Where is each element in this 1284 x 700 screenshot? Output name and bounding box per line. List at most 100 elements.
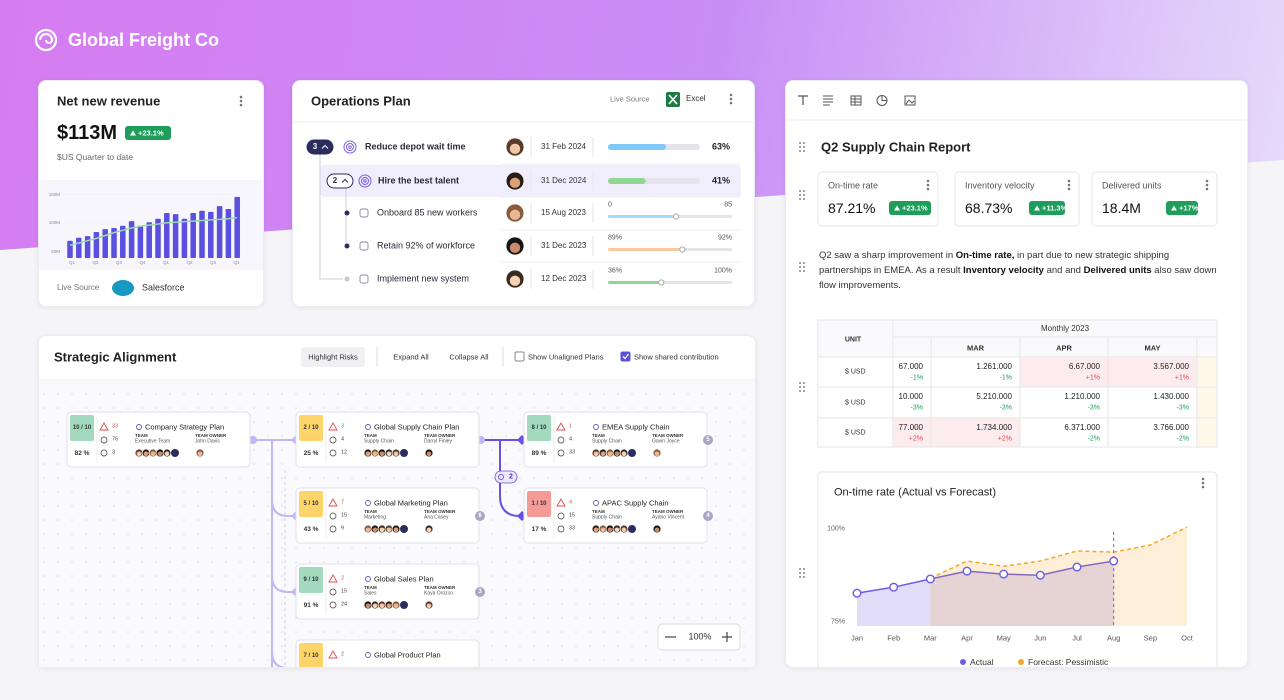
risk-icon bbox=[556, 498, 566, 507]
bar bbox=[111, 228, 117, 258]
range-end: 100% bbox=[714, 267, 732, 275]
child-badge-text[interactable]: 4 bbox=[706, 513, 710, 519]
child-badge[interactable] bbox=[703, 435, 713, 445]
child-badge[interactable] bbox=[703, 511, 713, 521]
row-badge[interactable] bbox=[326, 173, 354, 189]
progress-marker bbox=[679, 246, 686, 253]
delta-pill bbox=[125, 126, 171, 140]
delta-pill bbox=[1166, 201, 1198, 215]
node-score: 1 / 10 bbox=[531, 501, 547, 507]
avatar-face bbox=[136, 451, 142, 457]
zoom-in[interactable] bbox=[722, 632, 732, 642]
node-items: 12 bbox=[341, 449, 348, 456]
drag-handle[interactable] bbox=[798, 381, 806, 393]
menu-button[interactable] bbox=[926, 179, 930, 191]
menu-dot bbox=[1067, 183, 1071, 187]
text: in part due to new strategic shipping pa… bbox=[819, 250, 1170, 276]
text: Q2 saw a sharp improvement in bbox=[819, 250, 956, 261]
drag-handle[interactable] bbox=[798, 261, 806, 273]
zoom-control bbox=[657, 623, 741, 651]
action-label[interactable]: Expand All bbox=[393, 352, 429, 362]
menu-button[interactable] bbox=[1201, 477, 1205, 489]
menu-button[interactable] bbox=[239, 95, 243, 107]
cell-value: 1.261.000 bbox=[976, 362, 1012, 371]
row-date: 31 Dec 2023 bbox=[541, 241, 587, 250]
node-team: Supply Chain bbox=[364, 438, 394, 445]
drag-handle[interactable] bbox=[798, 189, 806, 201]
toggle-label[interactable]: Show Unaligned Plans bbox=[528, 352, 604, 362]
cell-value: 77.000 bbox=[898, 423, 923, 432]
checkbox[interactable] bbox=[620, 351, 631, 362]
node-risks: 4 bbox=[569, 499, 573, 506]
progress-bar bbox=[608, 215, 677, 218]
tool-text[interactable] bbox=[798, 95, 808, 105]
grip-dot bbox=[798, 567, 802, 571]
node-score: 9 / 10 bbox=[303, 577, 319, 583]
checkbox[interactable] bbox=[514, 351, 525, 362]
child-badge-text[interactable]: 5 bbox=[706, 437, 710, 443]
trend-line bbox=[69, 216, 238, 247]
menu-button[interactable] bbox=[1067, 179, 1071, 191]
child-badge-text[interactable]: 3 bbox=[478, 589, 482, 595]
row-date: 31 Dec 2024 bbox=[541, 176, 587, 185]
tool-pie[interactable] bbox=[876, 94, 888, 106]
cell-highlight bbox=[1108, 357, 1197, 387]
menu-dot bbox=[926, 179, 930, 183]
toggle-label[interactable]: Show shared contribution bbox=[634, 352, 719, 362]
action-button[interactable] bbox=[301, 347, 365, 367]
risk-icon bbox=[328, 650, 338, 659]
tool-table[interactable] bbox=[850, 95, 862, 106]
risk-icon bbox=[99, 422, 109, 431]
node-items: 33 bbox=[569, 449, 576, 456]
delta-text: +17% bbox=[1179, 203, 1199, 213]
node-owner: Ana Casey bbox=[424, 514, 449, 521]
child-badge[interactable] bbox=[475, 587, 485, 597]
action-label[interactable]: Collapse All bbox=[449, 352, 489, 362]
cell-delta: -1% bbox=[999, 374, 1012, 382]
bar bbox=[190, 213, 196, 258]
child-badge[interactable] bbox=[475, 511, 485, 521]
node-risks: 2 bbox=[341, 575, 345, 582]
avatar-face bbox=[607, 527, 613, 533]
plan-node[interactable] bbox=[295, 487, 480, 544]
source-name: Excel bbox=[686, 94, 706, 103]
grip-dot bbox=[802, 269, 806, 273]
bold-text: On-time rate, bbox=[955, 250, 1015, 261]
x-tick-label: Jun bbox=[1034, 633, 1047, 643]
action-label[interactable]: Highlight Risks bbox=[308, 352, 358, 362]
row-badge-text[interactable]: 2 bbox=[332, 176, 338, 185]
progress-marker bbox=[673, 213, 680, 220]
avatar-face bbox=[621, 527, 627, 533]
drag-handle[interactable] bbox=[798, 141, 806, 153]
series-line bbox=[856, 560, 1114, 594]
child-badge-text[interactable]: 6 bbox=[478, 513, 482, 519]
avatar-face bbox=[509, 275, 521, 287]
tool-image[interactable] bbox=[904, 95, 916, 106]
menu-dot bbox=[729, 101, 733, 105]
row-badge[interactable] bbox=[306, 139, 334, 155]
menu-button[interactable] bbox=[729, 93, 733, 105]
score-block bbox=[299, 643, 323, 667]
drag-handle[interactable] bbox=[798, 567, 806, 579]
grip-dot bbox=[798, 145, 802, 149]
kpi-label: Delivered units bbox=[1102, 180, 1162, 191]
node-items: 3 bbox=[112, 449, 116, 456]
grip-dot bbox=[798, 269, 802, 273]
tool-align[interactable] bbox=[823, 95, 833, 106]
bar bbox=[155, 218, 161, 258]
grip-dot bbox=[798, 193, 802, 197]
node-risks: 2 bbox=[341, 651, 345, 658]
menu-button[interactable] bbox=[1205, 179, 1209, 191]
row-badge-text[interactable]: 3 bbox=[312, 142, 318, 151]
node-score: 7 / 10 bbox=[303, 653, 319, 659]
menu-dot bbox=[1205, 187, 1209, 191]
avatar-face bbox=[426, 603, 432, 609]
plan-node[interactable] bbox=[295, 639, 480, 695]
column-header: MAY bbox=[1144, 343, 1161, 353]
link-badge[interactable] bbox=[494, 470, 518, 484]
bar bbox=[225, 208, 232, 258]
row-date: 12 Dec 2023 bbox=[541, 274, 587, 283]
table-body: 67.000 -1% 1.261.000 -1% 6.67.000 +1% 3.567.00… bbox=[893, 357, 1217, 447]
link-badge-text[interactable]: 2 bbox=[509, 473, 513, 481]
node-objectives: 15 bbox=[341, 588, 348, 595]
